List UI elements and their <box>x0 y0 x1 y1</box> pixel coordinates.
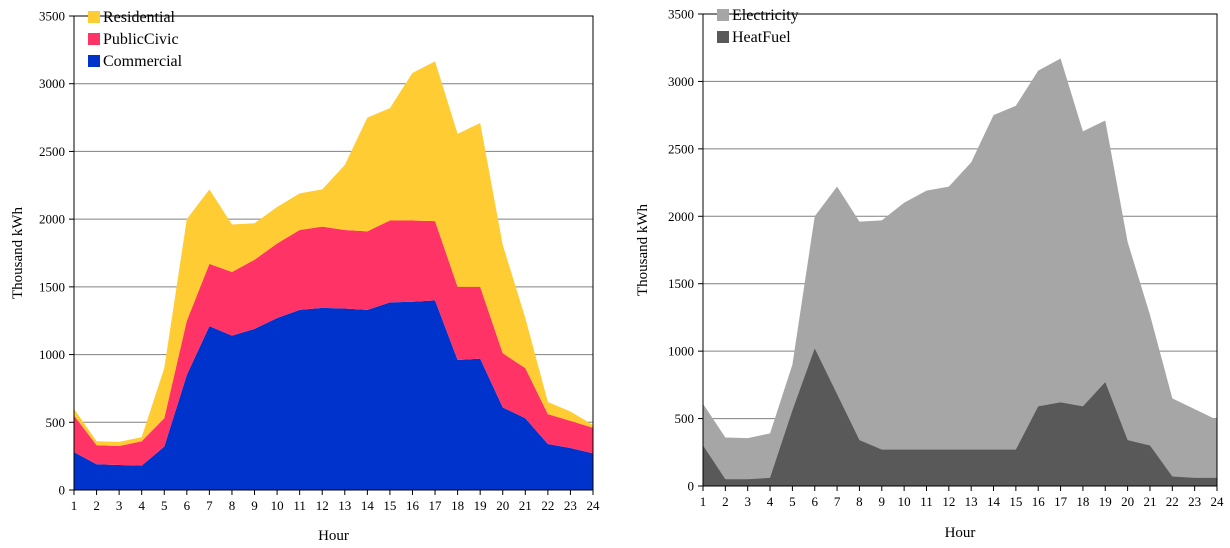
chart-1-legend-swatch-residential <box>88 11 100 23</box>
chart-2-xtick-label-18: 18 <box>1076 494 1089 509</box>
chart-2-legend-label-electricity: Electricity <box>732 7 799 24</box>
chart-1-xtick-label-20: 20 <box>496 498 509 513</box>
chart-2-legend-label-heatfuel: HeatFuel <box>732 29 791 46</box>
chart-1-xtick-label-2: 2 <box>93 498 100 513</box>
chart-1-area-publiccivic <box>74 220 593 466</box>
chart-2-ytick-label-3500: 3500 <box>668 7 694 22</box>
chart-1-legend-swatch-publiccivic <box>88 33 100 45</box>
chart-2-plot-frame <box>702 13 1218 487</box>
chart-2-legend-swatch-electricity <box>717 9 729 21</box>
chart-2-ytick-label-1500: 1500 <box>668 276 694 291</box>
chart-2-ytick-label-3000: 3000 <box>668 74 694 89</box>
chart-1-xtick-label-19: 19 <box>474 498 487 513</box>
chart-2-xtick-label-17: 17 <box>1054 494 1068 509</box>
chart-2-xtick-label-11: 11 <box>920 494 933 509</box>
chart-1-xtick-label-15: 15 <box>383 498 396 513</box>
chart-2-xtick-label-14: 14 <box>987 494 1001 509</box>
chart-2-xtick-label-5: 5 <box>789 494 796 509</box>
chart-1-ytick-label-1000: 1000 <box>39 347 65 362</box>
chart-2-xtick-label-21: 21 <box>1143 494 1156 509</box>
chart-1-xtick-label-16: 16 <box>406 498 420 513</box>
chart-2-xtick-label-12: 12 <box>942 494 955 509</box>
chart-2-ytick-label-2000: 2000 <box>668 209 694 224</box>
chart-1-xtick-label-24: 24 <box>587 498 601 513</box>
chart-1-xtick-label-14: 14 <box>361 498 375 513</box>
chart-2-ytick-label-500: 500 <box>675 411 695 426</box>
chart-2-y-axis-title: Thousand kWh <box>635 203 651 296</box>
chart-1-legend-swatch-commercial <box>88 55 100 67</box>
chart-2-legend: Electricity HeatFuel <box>717 7 799 46</box>
chart-1-xtick-label-22: 22 <box>541 498 554 513</box>
chart-1-xtick-label-3: 3 <box>116 498 123 513</box>
chart-1-xtick-label-5: 5 <box>161 498 168 513</box>
chart-1-xtick-label-21: 21 <box>519 498 532 513</box>
chart-2-area-electricity <box>703 58 1217 486</box>
chart-1-x-axis-title: Hour <box>318 528 349 544</box>
chart-2-xtick-label-2: 2 <box>722 494 729 509</box>
chart-1-ytick-label-0: 0 <box>59 483 66 498</box>
chart-2-xtick-label-1: 1 <box>700 494 707 509</box>
chart-2-xtick-label-6: 6 <box>811 494 818 509</box>
chart-1-xtick-label-11: 11 <box>293 498 306 513</box>
chart-2-xtick-label-3: 3 <box>744 494 751 509</box>
chart-1-xtick-label-1: 1 <box>71 498 78 513</box>
chart-2-xtick-label-7: 7 <box>834 494 841 509</box>
chart-1-area-residential <box>74 61 593 446</box>
chart-1-xtick-label-6: 6 <box>184 498 191 513</box>
chart-1-ytick-label-3000: 3000 <box>39 76 65 91</box>
chart-1-xtick-label-13: 13 <box>338 498 351 513</box>
chart-2-xtick-label-9: 9 <box>879 494 886 509</box>
chart-2-legend-swatch-heatfuel <box>717 31 729 43</box>
chart-2-xtick-label-23: 23 <box>1188 494 1201 509</box>
chart-2-xtick-label-19: 19 <box>1099 494 1112 509</box>
chart-2-xtick-label-13: 13 <box>965 494 978 509</box>
chart-2-xtick-label-22: 22 <box>1166 494 1179 509</box>
chart-2-ytick-label-1000: 1000 <box>668 344 694 359</box>
chart-2-xtick-label-15: 15 <box>1009 494 1022 509</box>
chart-2-xtick-label-10: 10 <box>898 494 911 509</box>
chart-2-xtick-label-4: 4 <box>767 494 774 509</box>
chart-1-xtick-label-4: 4 <box>138 498 145 513</box>
chart-2-xtick-label-16: 16 <box>1032 494 1046 509</box>
chart-2-ytick-label-2500: 2500 <box>668 141 694 156</box>
chart-2-xtick-label-24: 24 <box>1211 494 1225 509</box>
chart-1-xtick-label-23: 23 <box>564 498 577 513</box>
chart-1-xtick-label-17: 17 <box>429 498 443 513</box>
chart-1-legend-label-commercial: Commercial <box>103 53 183 70</box>
chart-2-ytick-label-0: 0 <box>688 479 695 494</box>
chart-1-ytick-label-500: 500 <box>46 415 66 430</box>
chart-2-xtick-label-8: 8 <box>856 494 863 509</box>
chart-2-area-heatfuel <box>703 348 1217 486</box>
chart-1-xtick-label-18: 18 <box>451 498 464 513</box>
chart-1-ytick-label-1500: 1500 <box>39 279 65 294</box>
chart-2-xtick-label-20: 20 <box>1121 494 1134 509</box>
chart-1-legend: Residential PublicCivic Commercial <box>88 9 183 70</box>
chart-1-xtick-label-12: 12 <box>316 498 329 513</box>
chart-1-xtick-label-7: 7 <box>206 498 213 513</box>
chart-1-xtick-label-10: 10 <box>271 498 284 513</box>
chart-2-x-axis-title: Hour <box>945 525 976 541</box>
chart-1-xtick-label-9: 9 <box>251 498 258 513</box>
chart-1-y-axis-title: Thousand kWh <box>10 206 26 299</box>
chart-1-ytick-label-2000: 2000 <box>39 212 65 227</box>
chart-1-legend-label-publiccivic: PublicCivic <box>103 31 179 48</box>
chart-1-ytick-label-2500: 2500 <box>39 144 65 159</box>
chart-1-xtick-label-8: 8 <box>229 498 236 513</box>
chart-1-ytick-label-3500: 3500 <box>39 9 65 24</box>
chart-1-area-commercial <box>74 300 593 490</box>
chart-1-plot-frame <box>73 15 594 491</box>
chart-1-legend-label-residential: Residential <box>103 9 176 26</box>
